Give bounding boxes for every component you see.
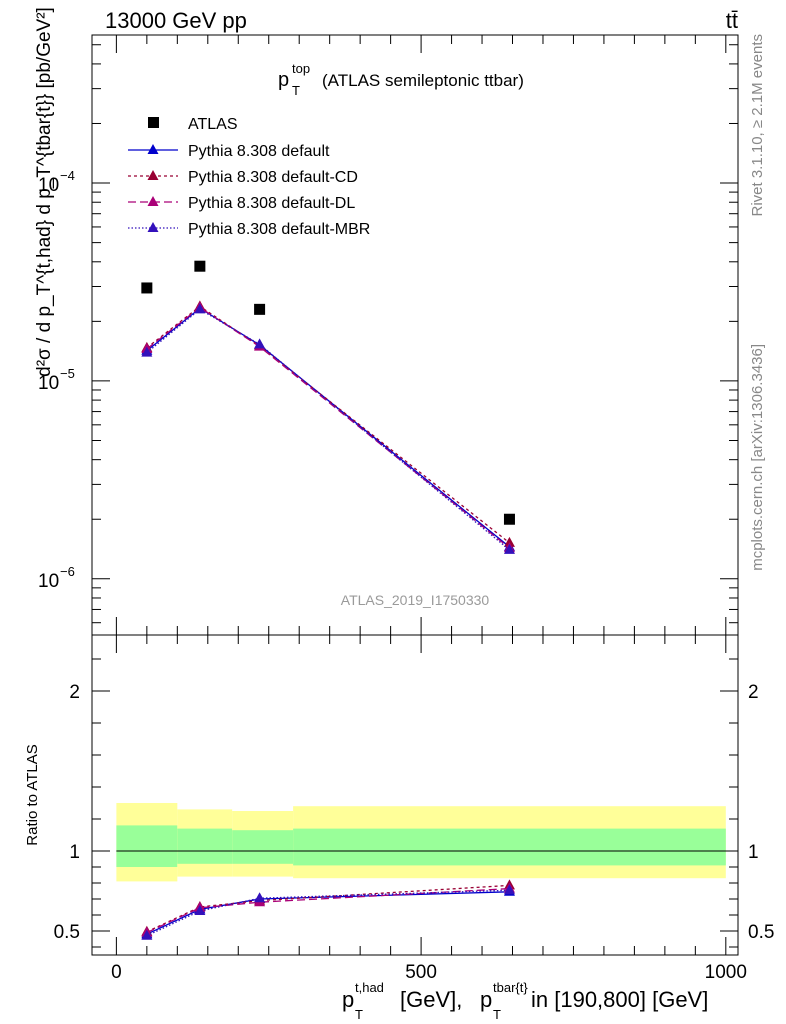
atlas-point-3 [503,513,515,525]
ratio-series-point-3-1 [194,905,206,915]
ratio-series-point-3-2 [254,892,266,903]
ratio-y-axis-label: Ratio to ATLAS [24,744,41,845]
legend-label-2: Pythia 8.308 default-DL [188,195,355,212]
atlas-point-0 [141,282,153,294]
main-plot-area [141,260,515,554]
source-label: mcplots.cern.ch [arXiv:1306.3436] [749,344,766,571]
title-sup: top [292,61,310,76]
main-series-point-3-2 [254,338,266,349]
legend-marker-1 [147,170,159,180]
ratio-band-green-0 [116,825,178,867]
ratio-series-point-3-3 [503,884,515,895]
ratio-ytick-label-left-2: 2 [69,682,80,703]
xlabel-sup2: tbar{t} [493,980,528,995]
energy-label: 13000 GeV pp [105,8,247,33]
xlabel-sup1: t,had [355,980,384,995]
ratio-ytick-label-right-1: 1 [748,842,759,863]
xlabel-p2: p [480,987,492,1012]
x-axis-label: p t,had T [GeV], p tbar{t} T in [190,800… [342,980,708,1022]
ratio-ytick-label-right-0: 0.5 [748,922,774,943]
ratio-panel: 0.5 0.5 1 1 2 2 0 500 1000 Ratio to ATLAS p t,ha… [24,634,774,1022]
main-ytick-exp-0: −6 [60,564,75,579]
xlabel-sub2: T [493,1007,501,1022]
rivet-label: Rivet 3.1.10, ≥ 2.1M events [749,34,766,217]
main-series-point-3-0 [141,346,153,357]
ratio-frame [91,634,739,956]
main-series-point-3-3 [503,543,515,554]
ratio-series-line-3 [146,889,510,937]
main-ytick-label-1: 10 [38,373,59,394]
legend-atlas-label: ATLAS [188,116,238,133]
main-ytick-exp-1: −5 [60,366,75,381]
legend-label-0: Pythia 8.308 default [188,143,330,160]
atlas-point-1 [194,260,206,272]
legend-label-1: Pythia 8.308 default-CD [188,169,358,186]
chart-title: p top T (ATLAS semileptonic ttbar) [278,61,524,98]
main-y-axis-label: d²σ / d p_T^{t,had} d p_T^{tbar{t}} [pb/… [34,7,55,377]
legend-series: Pythia 8.308 default Pythia 8.308 default… [128,143,370,238]
main-ytick-exp-2: −4 [60,168,75,183]
legend-marker-2 [147,196,159,206]
main-series-line-2 [146,306,510,549]
analysis-id: ATLAS_2019_I1750330 [341,592,490,608]
main-ytick-label-2: 10 [38,175,59,196]
title-p: p [278,69,289,91]
xlabel-p1: p [342,987,354,1012]
ratio-band-green-2 [232,830,294,864]
main-axis-ticks: 10−610−510−4 [38,35,738,635]
ratio-xtick-label-0: 0 [111,962,122,983]
title-sub: T [292,83,300,98]
process-label: tt̄ [726,8,738,33]
ratio-band-green-3 [293,828,726,866]
main-series-point-3-1 [194,303,206,314]
legend-marker-0 [147,144,159,154]
ratio-ytick-label-left-1: 1 [69,842,80,863]
main-series-line-3 [146,308,510,551]
main-ytick-label-0: 10 [38,571,59,592]
atlas-point-2 [254,303,266,315]
main-series-line-0 [146,307,510,548]
ratio-xtick-label-2: 1000 [705,962,747,983]
main-series-point-1-3 [503,536,515,547]
main-series-line-1 [146,305,510,544]
legend-marker-3 [147,222,159,232]
ratio-ytick-label-right-2: 2 [748,682,759,703]
main-panel: 10−610−510−4 p top T (ATLAS semileptonic… [34,7,739,636]
xlabel-mid: [GeV], [400,987,462,1012]
legend-label-3: Pythia 8.308 default-MBR [188,221,370,238]
ratio-band-green-1 [177,828,233,864]
title-rest: (ATLAS semileptonic ttbar) [322,71,524,90]
ratio-axis-ticks: 0.5 0.5 1 1 2 2 0 500 1000 [54,635,774,983]
xlabel-rest: in [190,800] [GeV] [531,987,708,1012]
ratio-ytick-label-left-0: 0.5 [54,922,80,943]
xlabel-sub1: T [355,1007,363,1022]
ratio-series-point-3-0 [141,929,153,940]
ratio-plot-area [116,803,726,940]
ratio-xtick-label-1: 500 [405,962,437,983]
legend-atlas-marker [148,117,159,128]
